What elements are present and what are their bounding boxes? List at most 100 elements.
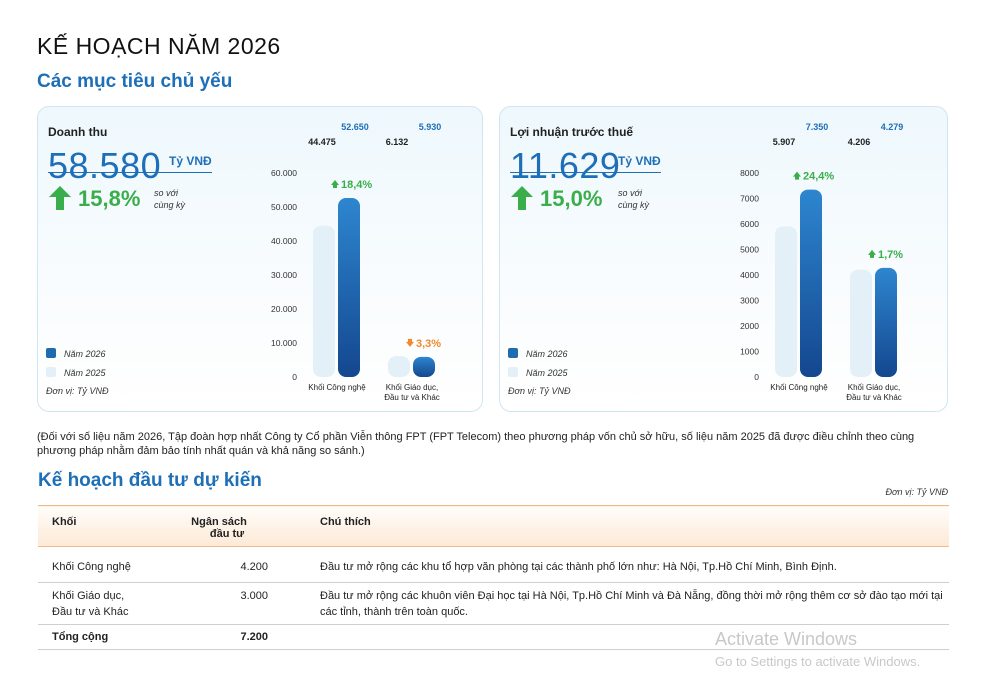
bar-2025 [775, 226, 797, 377]
header-budget-line: đầu tư [209, 528, 245, 540]
y-tick-label: 1000 [740, 347, 759, 357]
unit-note: Đơn vị: Tỷ VNĐ [508, 386, 571, 396]
bar-2026 [800, 189, 822, 377]
investment-table: Khối Ngân sách đầu tư Chú thích Khối Công… [38, 505, 949, 650]
legend-label: Năm 2025 [526, 368, 568, 378]
growth-label: 24,4% [803, 171, 834, 183]
value-label-2025: 6.132 [386, 137, 409, 147]
y-tick-label: 7000 [740, 194, 759, 204]
category-label: Đầu tư và Khác [846, 393, 902, 402]
watermark-subtitle: Go to Settings to activate Windows. [715, 654, 921, 669]
legend-2026: Năm 2026 [508, 348, 568, 359]
revenue-value: 58.580 [48, 145, 162, 186]
legend-label: Năm 2026 [64, 349, 106, 359]
bar-2025 [850, 269, 872, 377]
table-total-row: Tổng cộng 7.200 [38, 624, 949, 650]
footnote: (Đối với số liệu năm 2026, Tập đoàn hợp … [37, 431, 915, 457]
legend-swatch [46, 367, 56, 377]
revenue-compare: so với cùng kỳ [154, 187, 185, 211]
profit-value: 11.629 [510, 145, 621, 186]
bar-2025 [313, 225, 335, 377]
divider [510, 172, 661, 173]
table-row: Khối Công nghệ 4.200 Đầu tư mở rộng các … [38, 546, 949, 583]
y-tick-label: 0 [292, 372, 297, 382]
bar-2026 [875, 267, 897, 377]
cell-text: các tỉnh, thành trên toàn quốc. [320, 606, 468, 618]
value-label-2026: 4.279 [881, 122, 904, 132]
category-label: Khối Giáo dục, [848, 383, 900, 392]
section-title-investment: Kế hoạch đầu tư dự kiến [38, 470, 262, 491]
cell-empty [268, 624, 949, 650]
up-arrow-icon [49, 186, 71, 210]
cell-khoi: Khối Giáo dục, Đầu tư và Khác [38, 582, 150, 625]
y-tick-label: 8000 [740, 168, 759, 178]
legend-swatch [508, 367, 518, 377]
unit-note: Đơn vị: Tỷ VNĐ [46, 386, 109, 396]
value-label-2025: 44.475 [308, 137, 336, 147]
cell-text: Đầu tư và Khác [52, 606, 129, 618]
value-label-2025: 5.907 [773, 137, 796, 147]
revenue-label: Doanh thu [48, 125, 108, 139]
table-row: Khối Giáo dục, Đầu tư và Khác 3.000 Đầu t… [38, 582, 949, 625]
divider [48, 172, 212, 173]
page-title: KẾ HOẠCH NĂM 2026 [37, 33, 281, 59]
y-tick-label: 0 [754, 372, 759, 382]
y-tick-label: 60.000 [271, 168, 297, 178]
growth-label: 1,7% [878, 249, 903, 261]
legend-swatch [508, 348, 518, 358]
value-label-2026: 5.930 [419, 122, 442, 132]
watermark-title: Activate Windows [715, 629, 858, 649]
up-arrow-icon [511, 186, 533, 210]
revenue-growth: 15,8% [78, 186, 141, 211]
legend-label: Năm 2025 [64, 368, 106, 378]
cell-note: Đầu tư mở rộng các khuôn viên Đại học tạ… [268, 582, 949, 625]
profit-card: Lợi nhuận trước thuế 11.629 Tỷ VNĐ 15,0%… [499, 106, 948, 412]
profit-label: Lợi nhuận trước thuế [510, 125, 634, 139]
category-label: Khối Công nghệ [770, 383, 828, 392]
compare-line: so với [154, 188, 178, 198]
y-tick-label: 40.000 [271, 236, 297, 246]
y-tick-label: 4000 [740, 270, 759, 280]
growth-arrow-up-icon [331, 179, 339, 188]
growth-label: 3,3% [416, 338, 441, 350]
y-tick-label: 6000 [740, 219, 759, 229]
cell-note: Đầu tư mở rộng các khu tổ hợp văn phòng … [268, 546, 949, 583]
growth-arrow-up-icon [793, 171, 801, 180]
category-label: Khối Giáo dục, [386, 383, 438, 392]
header-khoi: Khối [38, 505, 150, 547]
cell-text: Khối Công nghệ [52, 561, 131, 573]
cell-total-budget: 7.200 [150, 624, 268, 650]
legend-label: Năm 2026 [526, 349, 568, 359]
legend-swatch [46, 348, 56, 358]
value-label-2026: 7.350 [806, 122, 829, 132]
revenue-card: Doanh thu 58.580 Tỷ VNĐ 15,8% so với cùn… [37, 106, 483, 412]
profit-growth: 15,0% [540, 186, 603, 211]
header-note: Chú thích [268, 505, 949, 547]
y-tick-label: 30.000 [271, 270, 297, 280]
y-tick-label: 50.000 [271, 202, 297, 212]
profit-chart: 0 1000 2000 3000 4000 5000 6000 7000 8000 24,4% 5.… [740, 122, 904, 402]
cell-budget: 3.000 [150, 582, 268, 625]
value-label-2026: 52.650 [341, 122, 369, 132]
growth-label: 18,4% [341, 179, 372, 191]
table-header-row: Khối Ngân sách đầu tư Chú thích [38, 505, 949, 547]
revenue-chart: 0 10.000 20.000 30.000 40.000 50.000 60.000 18,… [271, 122, 442, 402]
category-label: Khối Công nghệ [308, 383, 366, 392]
cell-text: Đầu tư mở rộng các khu tổ hợp văn phòng … [320, 561, 837, 573]
header-budget: Ngân sách đầu tư [150, 505, 268, 547]
compare-line: cùng kỳ [154, 200, 186, 210]
cell-text: Khối Giáo dục, [52, 590, 125, 602]
revenue-unit: Tỷ VNĐ [169, 154, 212, 168]
value-label-2025: 4.206 [848, 137, 871, 147]
profit-compare: so với cùng kỳ [618, 187, 649, 211]
header-budget-line: Ngân sách [191, 516, 247, 528]
cell-khoi: Khối Công nghệ [38, 546, 150, 583]
y-tick-label: 20.000 [271, 304, 297, 314]
compare-line: so với [618, 188, 642, 198]
cell-budget: 4.200 [150, 546, 268, 583]
y-tick-label: 3000 [740, 296, 759, 306]
legend-2025: Năm 2025 [508, 367, 568, 378]
legend-2026: Năm 2026 [46, 348, 106, 359]
compare-line: cùng kỳ [618, 200, 650, 210]
category-label: Đầu tư và Khác [384, 393, 440, 402]
